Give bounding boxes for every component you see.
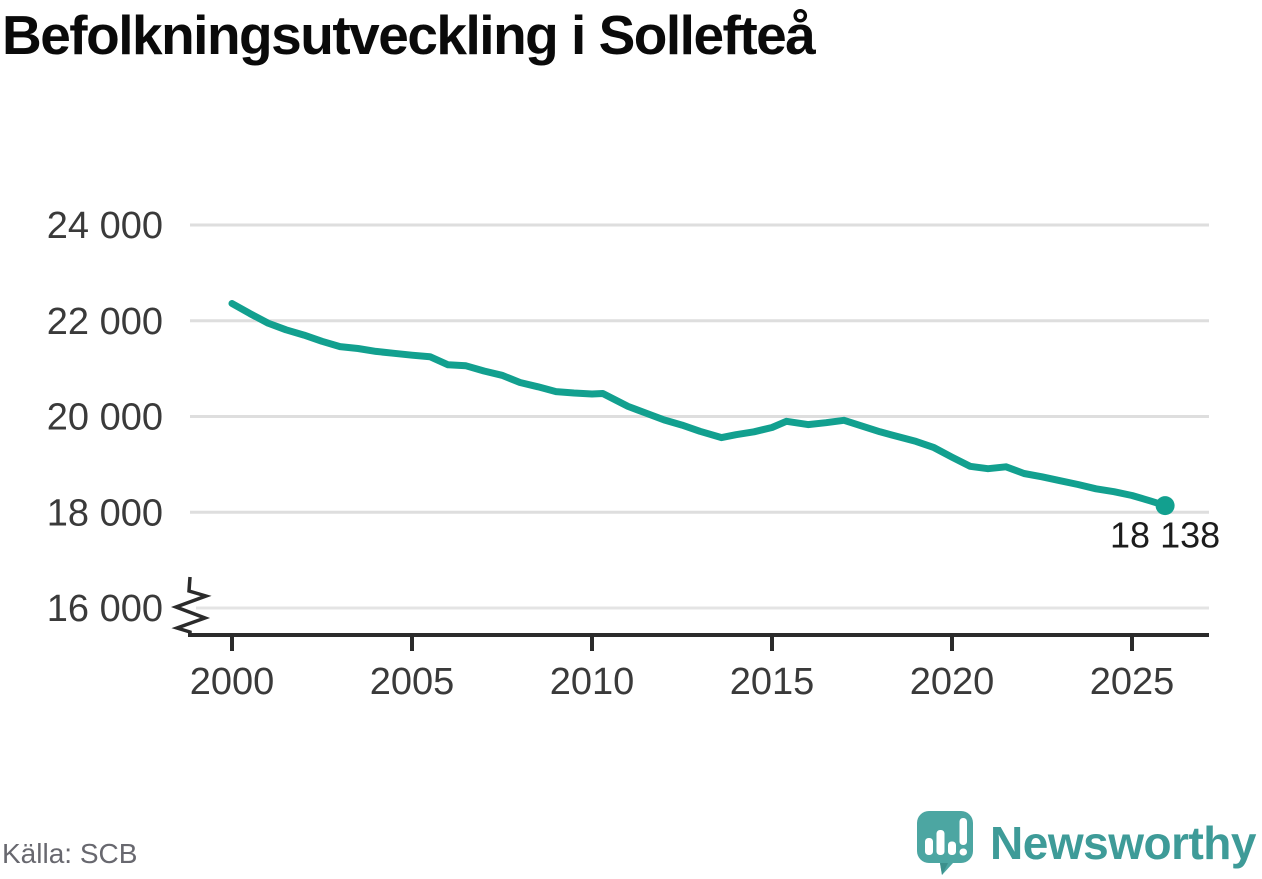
- newsworthy-icon: [917, 811, 974, 875]
- y-tick-label: 20 000: [47, 397, 163, 439]
- y-tick-label: 18 000: [47, 492, 163, 534]
- y-axis-labels: 24 000 22 000 20 000 18 000 16 000: [47, 205, 163, 630]
- source-caption: Källa: SCB: [2, 838, 138, 869]
- y-tick-label: 24 000: [47, 205, 163, 247]
- newsworthy-logo: Newsworthy: [914, 810, 1256, 876]
- x-tick-label: 2005: [370, 661, 455, 703]
- icon-bars: [925, 818, 968, 856]
- x-axis-labels: 2000 2005 2010 2015 2020 2025: [190, 661, 1175, 703]
- chart-title: Befolkningsutveckling i Sollefteå: [2, 4, 816, 66]
- x-tick-label: 2015: [730, 661, 815, 703]
- y-tick-label: 22 000: [47, 301, 163, 343]
- end-point-dot: [1155, 496, 1175, 516]
- x-tick-label: 2010: [550, 661, 635, 703]
- x-tick-label: 2020: [910, 661, 995, 703]
- gridlines: [190, 223, 1209, 610]
- population-line: [228, 300, 1169, 510]
- x-tick-label: 2000: [190, 661, 275, 703]
- y-tick-label: 16 000: [47, 588, 163, 630]
- axis-break-icon: [170, 576, 212, 637]
- line-chart: 24 000 22 000 20 000 18 000 16 000 2000 …: [46, 205, 1221, 703]
- end-value-label: 18 138: [1110, 515, 1220, 556]
- icon-shade: [940, 863, 949, 875]
- x-axis: [170, 576, 1209, 651]
- newsworthy-wordmark: Newsworthy: [990, 817, 1256, 869]
- x-tick-label: 2025: [1090, 661, 1175, 703]
